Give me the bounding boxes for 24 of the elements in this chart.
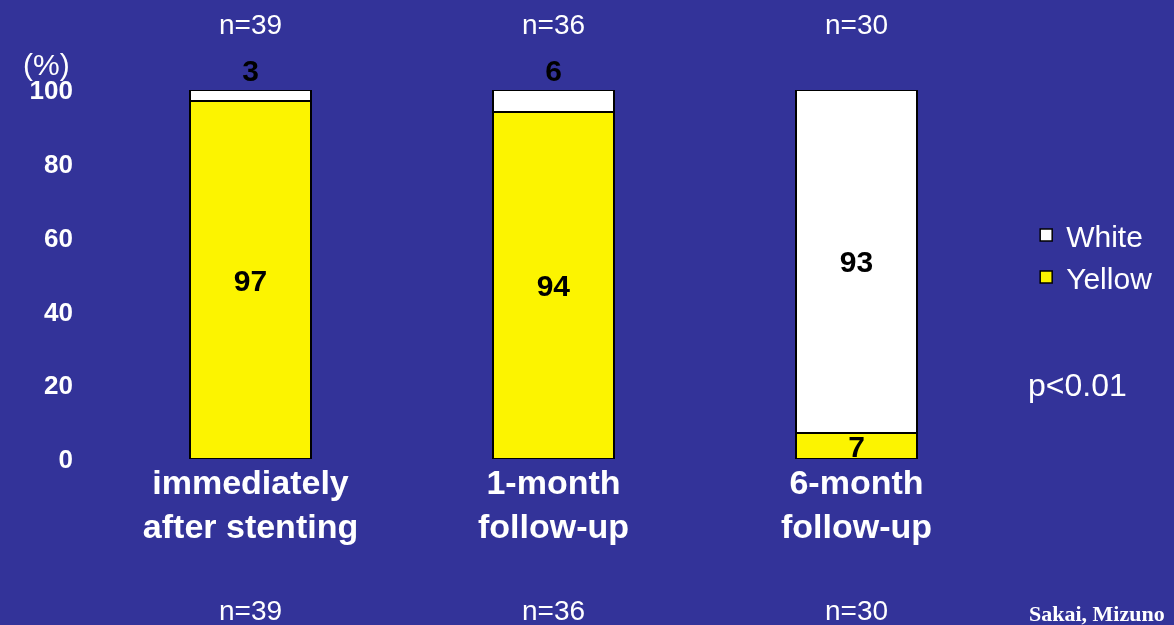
y-tick-label: 40	[44, 296, 73, 327]
text: n=39	[219, 9, 283, 40]
x-tick-label: immediately after stenting	[142, 463, 359, 546]
x-tick-label: 6-month follow-up	[780, 463, 933, 546]
data-label: 94	[536, 269, 571, 303]
x-tick-label: 1-month follow-up	[477, 463, 630, 546]
text: n=36	[522, 9, 586, 40]
text: p<0.01	[1028, 367, 1127, 403]
text: n=30	[825, 595, 889, 625]
data-label: 93	[839, 245, 874, 279]
text: n=30	[825, 9, 889, 40]
y-tick-label: 80	[44, 148, 73, 179]
y-tick-label: 20	[44, 370, 73, 401]
y-tick-label: 0	[58, 444, 73, 475]
text: Sakai, Mizuno	[1029, 601, 1165, 625]
text: n=36	[522, 595, 586, 625]
y-tick-label: 60	[44, 222, 73, 253]
text: n=39	[219, 595, 283, 625]
data-label: 6	[545, 54, 562, 87]
data-label: 7	[848, 429, 865, 463]
legend-label: White	[1066, 219, 1143, 253]
data-label: 97	[233, 263, 268, 297]
data-label: 3	[242, 54, 259, 87]
legend-label: Yellow	[1066, 261, 1153, 295]
